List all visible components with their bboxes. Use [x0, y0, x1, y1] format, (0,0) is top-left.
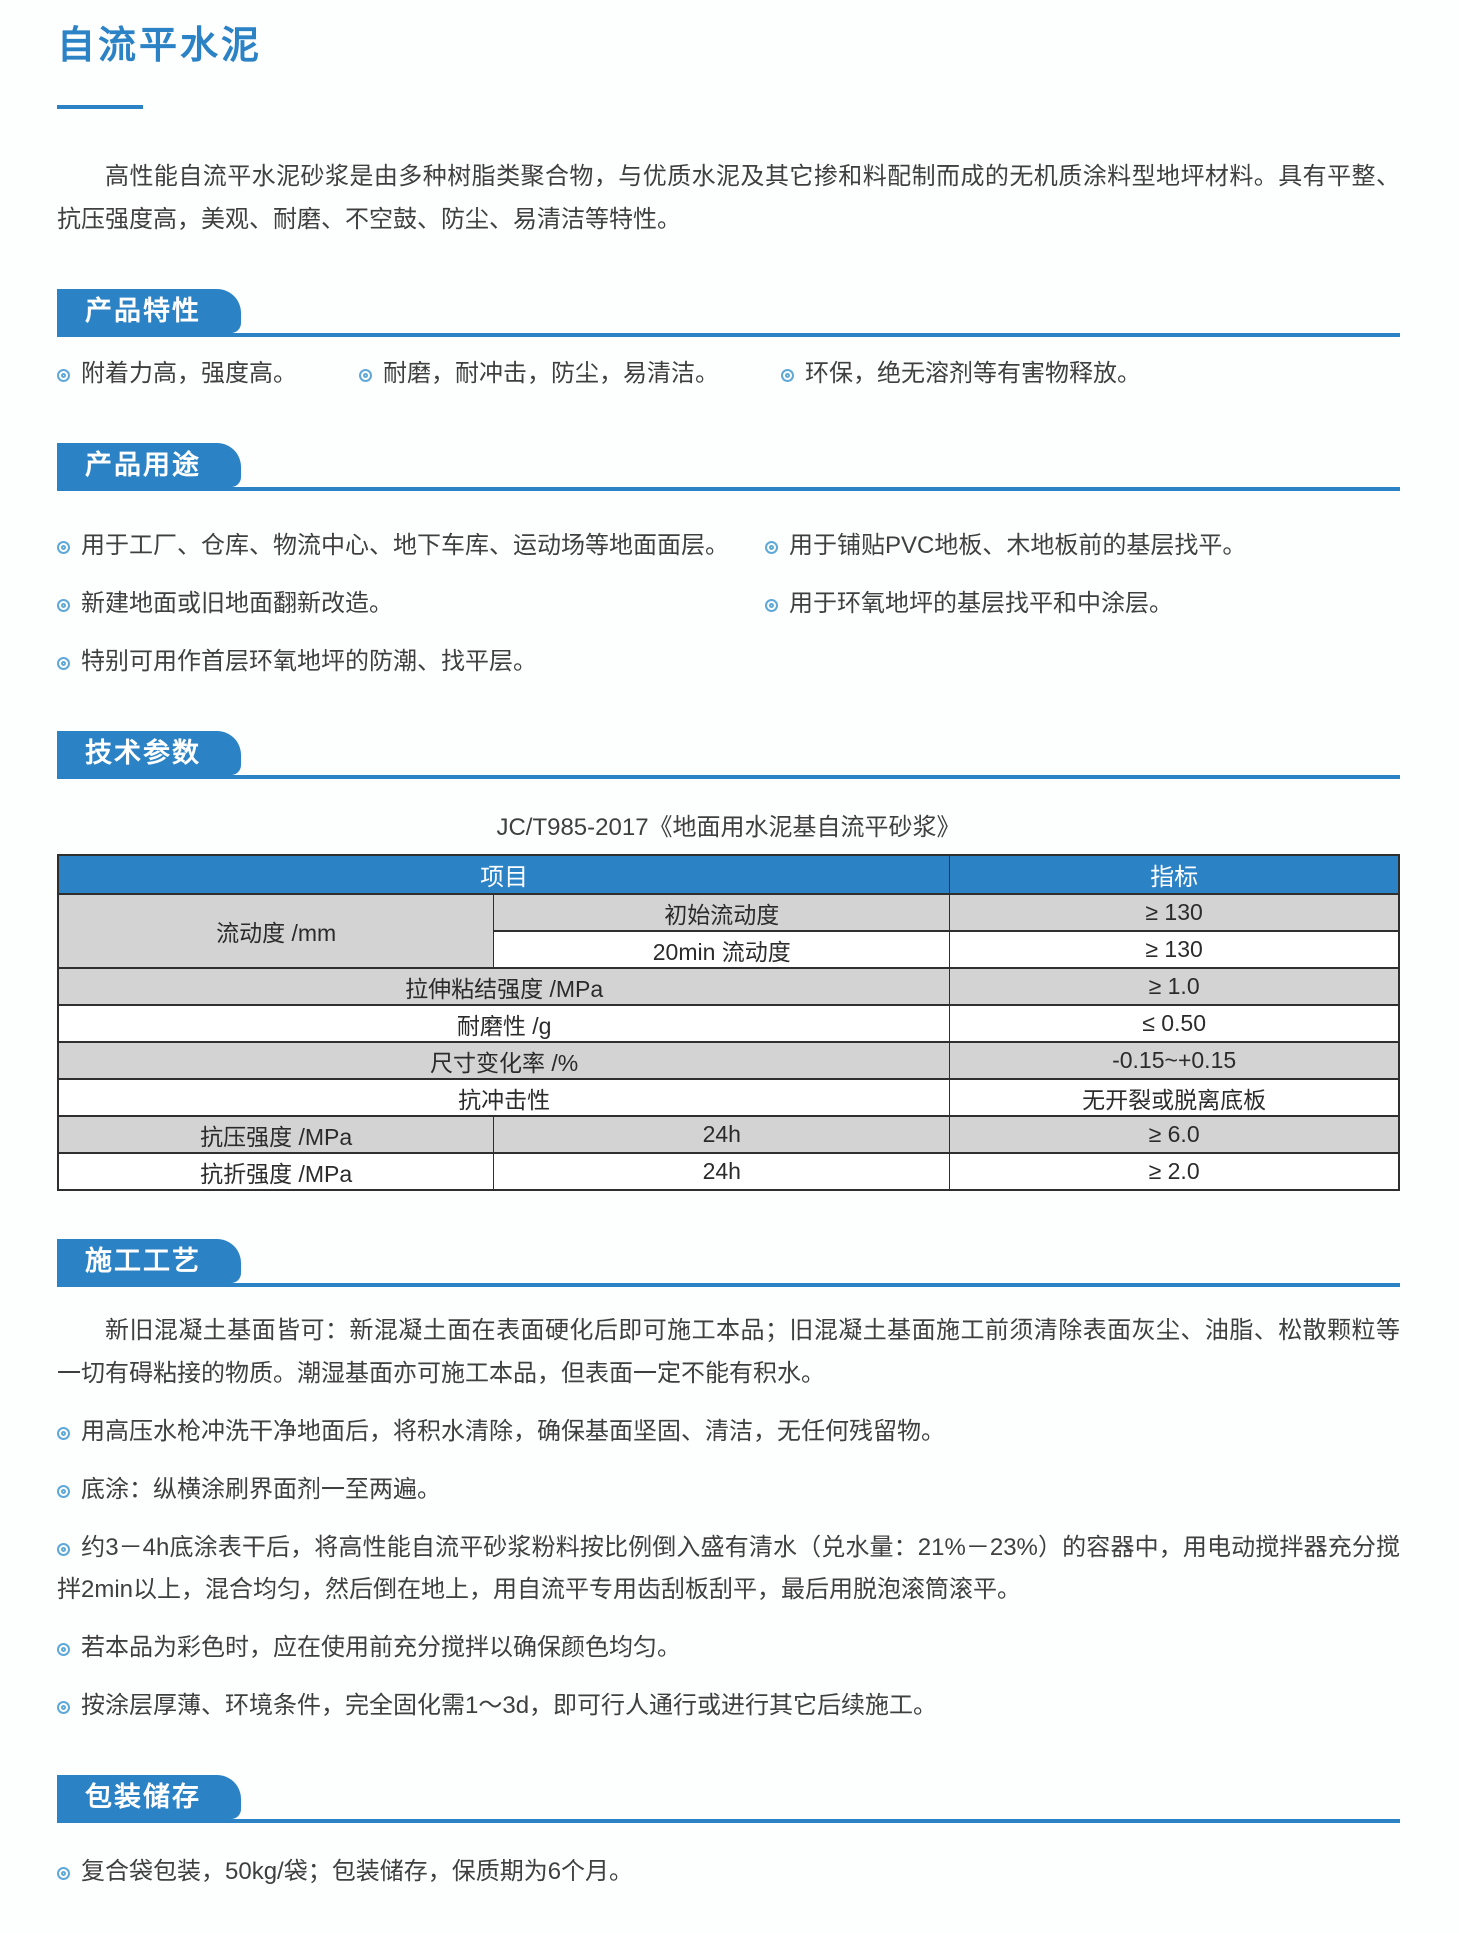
table-row: 抗冲击性 无开裂或脱离底板 [57, 1078, 1400, 1117]
section-uses: 产品用途 用于工厂、仓库、物流中心、地下车库、运动场等地面面层。 用于铺贴PVC… [57, 443, 1400, 683]
list-item: 环保，绝无溶剂等有害物释放。 [781, 353, 1141, 395]
bullseye-bullet-icon [57, 1701, 70, 1714]
list-item: 用于工厂、仓库、物流中心、地下车库、运动场等地面面层。 [57, 525, 765, 567]
section-packaging-tab: 包装储存 [57, 1775, 241, 1819]
feature-text: 附着力高，强度高。 [81, 360, 297, 387]
process-step-text: 约3－4h底涂表干后，将高性能自流平砂浆粉料按比例倒入盛有清水（兑水量：21%－… [57, 1534, 1400, 1603]
packaging-list: 复合袋包装，50kg/袋；包装储存，保质期为6个月。 [57, 1851, 1400, 1893]
list-item: 用于环氧地坪的基层找平和中涂层。 [765, 583, 1400, 625]
process-list: 用高压水枪冲洗干净地面后，将积水清除，确保基面坚固、清洁，无任何残留物。 底涂：… [57, 1411, 1400, 1727]
table-header-index: 指标 [949, 854, 1400, 895]
table-cell: ≥ 130 [949, 893, 1400, 932]
section-tech-headline: 技术参数 [57, 731, 1400, 779]
table-cell: 耐磨性 /g [57, 1004, 951, 1043]
table-row: 耐磨性 /g ≤ 0.50 [57, 1004, 1400, 1043]
table-header-row: 项目 指标 [57, 854, 1400, 895]
table-cell: 抗压强度 /MPa [57, 1115, 495, 1154]
use-text: 用于铺贴PVC地板、木地板前的基层找平。 [789, 532, 1247, 559]
section-process-tab: 施工工艺 [57, 1239, 241, 1283]
table-cell: -0.15~+0.15 [949, 1041, 1400, 1080]
table-header-item: 项目 [57, 854, 951, 895]
bullseye-bullet-icon [57, 369, 70, 382]
table-row: 流动度 /mm 初始流动度 ≥ 130 [57, 893, 1400, 969]
bullseye-bullet-icon [57, 1867, 70, 1880]
bullseye-bullet-icon [57, 541, 70, 554]
table-cell: ≤ 0.50 [949, 1004, 1400, 1043]
table-cell: 拉伸粘结强度 /MPa [57, 967, 951, 1006]
bullseye-bullet-icon [57, 1543, 70, 1556]
list-item: 用高压水枪冲洗干净地面后，将积水清除，确保基面坚固、清洁，无任何残留物。 [57, 1411, 1400, 1453]
bullseye-bullet-icon [57, 1643, 70, 1656]
table-cell: 24h [493, 1115, 951, 1154]
uses-list: 用于工厂、仓库、物流中心、地下车库、运动场等地面面层。 用于铺贴PVC地板、木地… [57, 509, 1400, 683]
list-item: 特别可用作首层环氧地坪的防潮、找平层。 [57, 641, 765, 683]
page-title: 自流平水泥 [57, 25, 263, 67]
table-row: 20min 流动度 ≥ 130 [58, 930, 1400, 969]
list-item: 复合袋包装，50kg/袋；包装储存，保质期为6个月。 [57, 1851, 1400, 1893]
section-features-headline: 产品特性 [57, 289, 1400, 337]
table-cell: ≥ 1.0 [949, 967, 1400, 1006]
section-uses-tab: 产品用途 [57, 443, 241, 487]
section-tech: 技术参数 JC/T985-2017《地面用水泥基自流平砂浆》 项目 指标 流动度… [57, 731, 1400, 1191]
section-tech-tab: 技术参数 [57, 731, 241, 775]
table-cell: 尺寸变化率 /% [57, 1041, 951, 1080]
bullseye-bullet-icon [57, 1485, 70, 1498]
use-text: 新建地面或旧地面翻新改造。 [81, 590, 393, 617]
table-row: 尺寸变化率 /% -0.15~+0.15 [57, 1041, 1400, 1080]
list-item: 新建地面或旧地面翻新改造。 [57, 583, 765, 625]
use-text: 用于环氧地坪的基层找平和中涂层。 [789, 590, 1173, 617]
process-step-text: 用高压水枪冲洗干净地面后，将积水清除，确保基面坚固、清洁，无任何残留物。 [81, 1418, 945, 1445]
list-item: 底涂：纵横涂刷界面剂一至两遍。 [57, 1469, 1400, 1511]
bullseye-bullet-icon [765, 599, 778, 612]
use-text: 用于工厂、仓库、物流中心、地下车库、运动场等地面面层。 [81, 532, 729, 559]
bullseye-bullet-icon [57, 657, 70, 670]
table-cell: 流动度 /mm [57, 893, 495, 969]
tech-table-caption: JC/T985-2017《地面用水泥基自流平砂浆》 [496, 814, 961, 841]
section-process: 施工工艺 新旧混凝土基面皆可：新混凝土面在表面硬化后即可施工本品；旧混凝土基面施… [57, 1239, 1400, 1727]
table-row: 抗折强度 /MPa 24h ≥ 2.0 [57, 1152, 1400, 1191]
feature-text: 耐磨，耐冲击，防尘，易清洁。 [383, 360, 719, 387]
table-cell: ≥ 6.0 [949, 1115, 1400, 1154]
table-cell: 无开裂或脱离底板 [949, 1078, 1400, 1117]
intro-paragraph: 高性能自流平水泥砂浆是由多种树脂类聚合物，与优质水泥及其它掺和料配制而成的无机质… [57, 163, 1400, 233]
list-item: 用于铺贴PVC地板、木地板前的基层找平。 [765, 525, 1400, 567]
tech-parameters-table: 项目 指标 流动度 /mm 初始流动度 ≥ 130 20min 流动度 ≥ 13… [57, 854, 1400, 1191]
bullseye-bullet-icon [57, 1427, 70, 1440]
bullseye-bullet-icon [359, 369, 372, 382]
table-cell: ≥ 2.0 [949, 1152, 1400, 1191]
table-cell: 24h [493, 1152, 951, 1191]
process-step-text: 按涂层厚薄、环境条件，完全固化需1～3d，即可行人通行或进行其它后续施工。 [81, 1692, 938, 1719]
bullseye-bullet-icon [781, 369, 794, 382]
bullseye-bullet-icon [57, 599, 70, 612]
process-paragraph: 新旧混凝土基面皆可：新混凝土面在表面硬化后即可施工本品；旧混凝土基面施工前须清除… [57, 1317, 1400, 1387]
list-item: 若本品为彩色时，应在使用前充分搅拌以确保颜色均匀。 [57, 1627, 1400, 1669]
table-cell: 20min 流动度 [493, 930, 951, 969]
section-process-headline: 施工工艺 [57, 1239, 1400, 1287]
section-uses-headline: 产品用途 [57, 443, 1400, 491]
table-row: 拉伸粘结强度 /MPa ≥ 1.0 [57, 967, 1400, 1006]
table-row: 抗压强度 /MPa 24h ≥ 6.0 [57, 1115, 1400, 1154]
section-features: 产品特性 附着力高，强度高。 耐磨，耐冲击，防尘，易清洁。 环保，绝无溶剂等有害… [57, 289, 1400, 395]
list-item: 约3－4h底涂表干后，将高性能自流平砂浆粉料按比例倒入盛有清水（兑水量：21%－… [57, 1527, 1400, 1611]
section-packaging: 包装储存 复合袋包装，50kg/袋；包装储存，保质期为6个月。 [57, 1775, 1400, 1893]
list-item: 耐磨，耐冲击，防尘，易清洁。 [359, 353, 719, 395]
packaging-text: 复合袋包装，50kg/袋；包装储存，保质期为6个月。 [81, 1858, 634, 1885]
process-step-text: 若本品为彩色时，应在使用前充分搅拌以确保颜色均匀。 [81, 1634, 681, 1661]
list-item: 附着力高，强度高。 [57, 353, 297, 395]
use-text: 特别可用作首层环氧地坪的防潮、找平层。 [81, 648, 537, 675]
features-list: 附着力高，强度高。 耐磨，耐冲击，防尘，易清洁。 环保，绝无溶剂等有害物释放。 [57, 353, 1400, 395]
list-item: 按涂层厚薄、环境条件，完全固化需1～3d，即可行人通行或进行其它后续施工。 [57, 1685, 1400, 1727]
table-cell: 抗折强度 /MPa [57, 1152, 495, 1191]
section-features-tab: 产品特性 [57, 289, 241, 333]
bullseye-bullet-icon [765, 541, 778, 554]
title-underline [57, 105, 143, 109]
table-cell: ≥ 130 [949, 930, 1400, 969]
process-step-text: 底涂：纵横涂刷界面剂一至两遍。 [81, 1476, 441, 1503]
table-cell: 抗冲击性 [57, 1078, 951, 1117]
feature-text: 环保，绝无溶剂等有害物释放。 [805, 360, 1141, 387]
section-packaging-headline: 包装储存 [57, 1775, 1400, 1823]
table-cell: 初始流动度 [493, 893, 951, 932]
